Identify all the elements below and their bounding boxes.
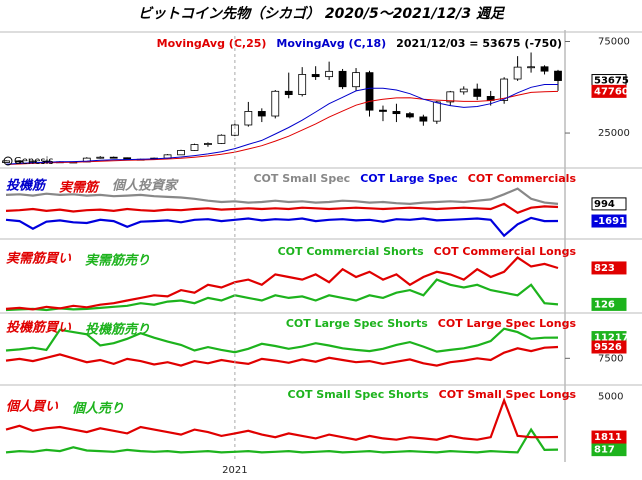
candle-body <box>15 160 24 163</box>
end-label: 9526 <box>594 342 622 353</box>
legend-entry: COT Commercial Shorts <box>278 245 425 258</box>
annotation: 実需筋売り <box>85 253 150 269</box>
series-line <box>5 345 559 367</box>
candle-body <box>446 91 455 103</box>
candle-body <box>406 113 414 118</box>
candle-body <box>513 66 522 80</box>
end-label: 1811 <box>594 432 622 443</box>
end-label-box <box>591 197 627 211</box>
legend-entry: COT Commercials <box>468 172 577 185</box>
end-label-box <box>591 84 627 98</box>
y-tick-label: 5000 <box>598 392 623 403</box>
y-tick-label: 25000 <box>598 128 630 139</box>
chart-title: ビットコイン先物（シカゴ） 2020/5～2021/12/3 週足 <box>138 5 506 22</box>
annotation: 実需筋買い <box>6 251 72 267</box>
end-label: 47760 <box>594 86 629 97</box>
candle-body <box>177 150 185 156</box>
candle-body <box>257 111 266 117</box>
series-line <box>5 216 559 238</box>
annotation: 個人売り <box>72 401 124 417</box>
candle-body <box>284 90 293 95</box>
copyright-icon <box>3 156 13 166</box>
end-label-box <box>591 340 627 354</box>
candle-body <box>244 111 253 126</box>
candle-body <box>190 144 199 151</box>
annotation: 投機筋買い <box>6 320 72 336</box>
candle-body <box>392 111 401 115</box>
annotation: 個人投資家 <box>112 178 179 194</box>
legend-entry: MovingAvg (C,18) <box>276 37 386 50</box>
y-tick-label: 7500 <box>598 353 623 364</box>
candle-body <box>109 156 118 159</box>
end-label-box <box>591 261 627 275</box>
end-label-box <box>591 443 627 457</box>
legend-entry: COT Small Spec Longs <box>439 388 577 401</box>
end-label: 11217 <box>594 333 629 344</box>
end-label-box <box>591 214 627 228</box>
candle-body <box>432 101 441 122</box>
legend-entry: COT Large Spec Shorts <box>286 317 428 330</box>
series-line <box>5 90 559 165</box>
candle-body <box>419 116 428 122</box>
candle-body <box>540 66 549 72</box>
candle-body <box>29 160 37 163</box>
candle-body <box>298 74 307 95</box>
legend-entry: COT Small Spec Shorts <box>288 388 430 401</box>
legend-entry: COT Large Spec <box>360 172 458 185</box>
annotation: 実需筋 <box>59 180 101 196</box>
candle-body <box>217 134 226 144</box>
end-label: 126 <box>594 299 615 310</box>
candle-body <box>96 156 105 159</box>
annotation: 投機筋 <box>6 178 48 194</box>
series-line <box>5 397 559 441</box>
series-line <box>5 327 559 354</box>
candle-body <box>379 109 387 112</box>
legend-entry: COT Small Spec <box>253 172 350 185</box>
candle-body <box>500 78 509 101</box>
end-label: 994 <box>594 199 615 210</box>
candle-body <box>325 70 334 78</box>
candle-body <box>554 70 562 81</box>
end-label-box <box>591 297 627 311</box>
candle-body <box>2 160 10 163</box>
candle-body <box>527 66 535 69</box>
legend-entry: COT Large Spec Longs <box>438 317 577 330</box>
candle-body <box>230 124 239 136</box>
x-tick-label: 2021 <box>222 465 247 476</box>
legend-entry: MovingAvg (C,25) <box>157 37 267 50</box>
end-label-box <box>591 430 627 444</box>
series-line <box>5 202 559 215</box>
end-label: 823 <box>594 263 615 274</box>
candle-body <box>271 90 280 117</box>
y-tick-label: 75000 <box>598 36 630 47</box>
candle-body <box>311 74 320 78</box>
series-line <box>5 84 558 165</box>
candle-body <box>473 88 482 97</box>
candle-body <box>204 143 212 145</box>
candle-body <box>459 88 468 93</box>
end-label: -1691 <box>594 216 626 227</box>
candle-body <box>338 70 347 88</box>
end-label: 53675 <box>594 76 629 87</box>
source: Genesis <box>14 156 54 167</box>
annotation: 投機筋売り <box>85 322 150 338</box>
series-line <box>5 256 559 311</box>
series-line <box>5 278 559 312</box>
end-label: 817 <box>594 445 615 456</box>
candle-body <box>352 72 360 88</box>
annotation: 個人買い <box>6 399 59 415</box>
legend-entry: COT Commercial Longs <box>434 245 577 258</box>
series-line <box>5 187 559 206</box>
legend-entry: 2021/12/03 = 53675 (-750) <box>396 37 562 50</box>
candle-body <box>365 72 374 111</box>
series-line <box>5 427 559 454</box>
